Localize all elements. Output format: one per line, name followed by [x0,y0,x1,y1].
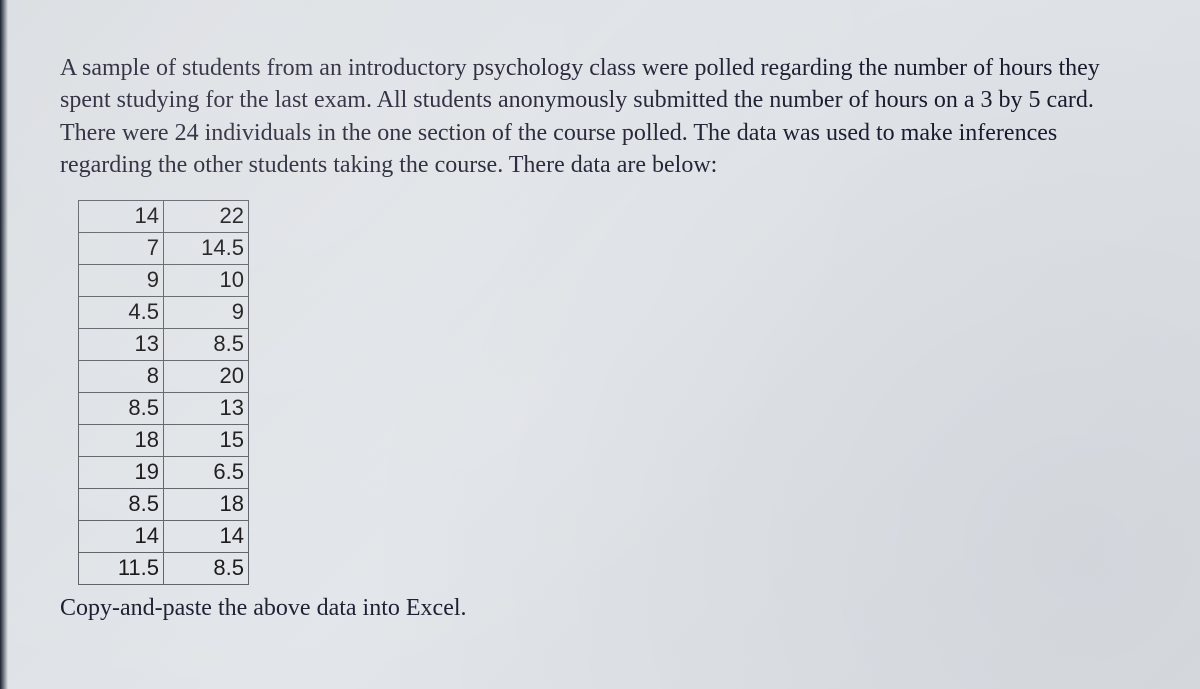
table-cell: 7 [79,232,164,264]
table-cell: 19 [79,456,164,488]
table-cell: 8 [79,360,164,392]
table-cell: 10 [164,264,249,296]
table-cell: 8.5 [164,328,249,360]
table-cell: 15 [164,424,249,456]
table-row: 19 6.5 [79,456,249,488]
table-cell: 8.5 [79,488,164,520]
table-row: 4.5 9 [79,296,249,328]
table-row: 8 20 [79,360,249,392]
question-paragraph: A sample of students from an introductor… [60,52,1140,182]
table-row: 9 10 [79,264,249,296]
scan-edge [0,0,8,689]
table-row: 11.5 8.5 [79,552,249,584]
table-row: 8.5 18 [79,488,249,520]
table-cell: 22 [164,200,249,232]
table-cell: 6.5 [164,456,249,488]
table-cell: 14 [164,520,249,552]
table-cell: 9 [79,264,164,296]
table-cell: 20 [164,360,249,392]
table-cell: 13 [164,392,249,424]
table-cell: 4.5 [79,296,164,328]
table-row: 7 14.5 [79,232,249,264]
table-cell: 18 [79,424,164,456]
table-row: 18 15 [79,424,249,456]
table-cell: 9 [164,296,249,328]
table-cell: 13 [79,328,164,360]
table-cell: 11.5 [79,552,164,584]
table-cell: 8.5 [164,552,249,584]
table-row: 14 22 [79,200,249,232]
table-cell: 14 [79,520,164,552]
table-cell: 18 [164,488,249,520]
study-hours-table: 14 22 7 14.5 9 10 4.5 9 13 8.5 8 20 8.5 … [78,200,249,585]
table-cell: 8.5 [79,392,164,424]
table-cell: 14 [79,200,164,232]
table-row: 14 14 [79,520,249,552]
table-row: 8.5 13 [79,392,249,424]
table-cell: 14.5 [164,232,249,264]
instruction-copy-paste: Copy-and-paste the above data into Excel… [60,595,1140,622]
table-row: 13 8.5 [79,328,249,360]
